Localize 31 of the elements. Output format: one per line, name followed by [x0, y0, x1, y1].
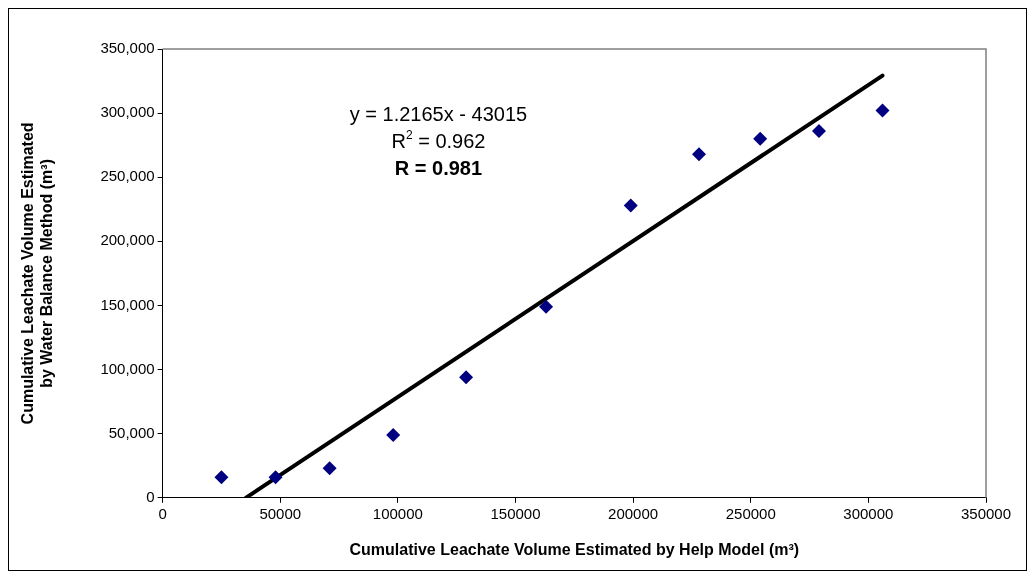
- point: [268, 470, 283, 485]
- x-tick-label: 200000: [608, 504, 659, 522]
- y-tick-label: 150,000: [100, 295, 155, 313]
- point: [459, 370, 474, 385]
- point: [214, 470, 229, 485]
- point: [691, 147, 706, 162]
- point: [811, 124, 826, 139]
- x-tick-label: 150000: [490, 504, 541, 522]
- y-tick-label: 100,000: [100, 359, 155, 377]
- point: [322, 461, 337, 476]
- point: [753, 131, 768, 146]
- y-tick-label: 300,000: [100, 103, 155, 121]
- point: [539, 299, 554, 314]
- x-tick-label: 250000: [725, 504, 776, 522]
- x-tick-label: 100000: [372, 504, 423, 522]
- x-tick-label: 300000: [843, 504, 894, 522]
- y-axis-title: Cumulative Leachate Volume Estimated by Water Balance Method (m³): [19, 122, 56, 425]
- y-tick-label: 0: [146, 487, 155, 505]
- y-tick-label: 350,000: [100, 39, 155, 57]
- point: [386, 427, 401, 442]
- x-axis-title: Cumulative Leachate Volume Estimated by Help Model (m³): [349, 540, 800, 558]
- annotation: y = 1.2165x - 43015: [349, 103, 528, 125]
- x-tick-label: 350000: [960, 504, 1012, 522]
- point: [875, 103, 890, 118]
- y-tick-label: 50,000: [108, 423, 155, 441]
- annotation: R = 0.981: [394, 157, 483, 179]
- x-tick-label: 50000: [259, 504, 302, 522]
- x-tick-label: 0: [158, 504, 167, 522]
- y-tick-label: 250,000: [100, 167, 155, 185]
- point: [623, 198, 638, 213]
- y-tick-label: 200,000: [100, 231, 155, 249]
